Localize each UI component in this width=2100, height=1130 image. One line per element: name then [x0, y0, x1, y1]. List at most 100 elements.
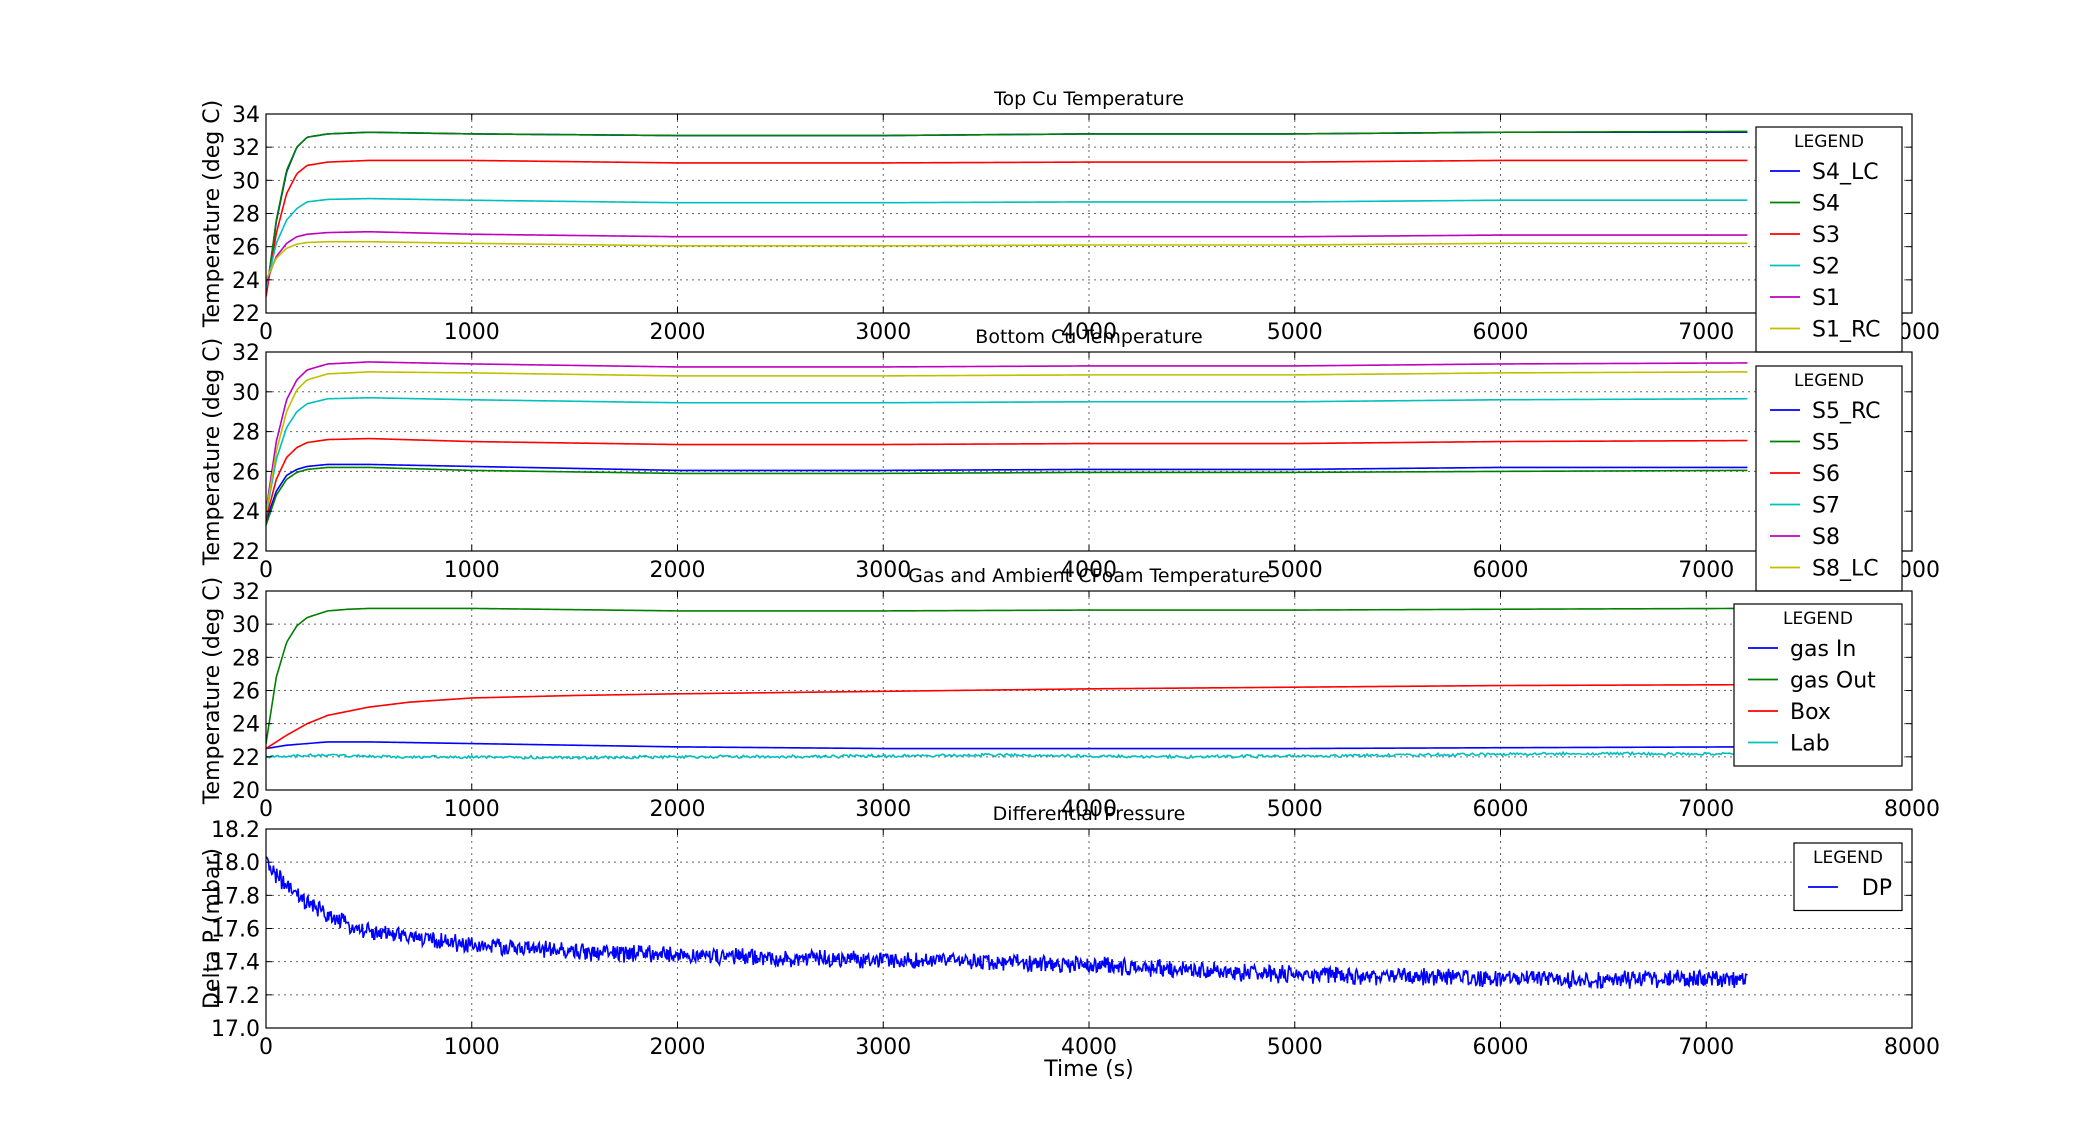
y-tick-label: 24	[232, 500, 260, 525]
legend-label-S7: S7	[1812, 494, 1840, 519]
x-tick-label: 0	[259, 1035, 273, 1060]
series-line-DP	[266, 856, 1748, 990]
legend-label-S5_RC: S5_RC	[1812, 399, 1881, 424]
legend-label-S1_RC: S1_RC	[1812, 318, 1881, 343]
legend-label-S2: S2	[1812, 255, 1840, 280]
legend-title: LEGEND	[1794, 132, 1864, 152]
series-line-S4_LC	[266, 131, 1748, 297]
x-tick-label: 6000	[1473, 797, 1529, 822]
x-tick-label: 4000	[1061, 797, 1117, 822]
series-line-S2	[266, 197, 1748, 289]
series-line-gas In	[266, 741, 1748, 750]
series-line-S7	[266, 396, 1748, 516]
y-tick-label: 17.8	[211, 884, 260, 909]
legend-label-S5: S5	[1812, 431, 1840, 456]
legend-label-S4: S4	[1812, 192, 1840, 217]
legend-box	[1755, 126, 1903, 353]
x-tick-label: 8000	[1884, 797, 1940, 822]
series-line-Box	[266, 683, 1748, 750]
y-tick-label: 26	[232, 460, 260, 485]
series-line-S1	[266, 230, 1748, 284]
legend-label-S4_LC: S4_LC	[1812, 160, 1879, 185]
legend-box	[1755, 365, 1903, 592]
x-tick-label: 4000	[1061, 558, 1117, 583]
y-tick-label: 22	[232, 302, 260, 327]
x-tick-label: 8000	[1884, 1035, 1940, 1060]
legend-title: LEGEND	[1783, 609, 1853, 629]
y-tick-label: 28	[232, 203, 260, 228]
x-tick-label: 5000	[1267, 1035, 1323, 1060]
x-tick-label: 3000	[855, 558, 911, 583]
subplot-title: Differential Pressure	[993, 803, 1186, 825]
y-axis-label: Delta P (mbar)	[200, 848, 225, 1009]
legend-label-S8_LC: S8_LC	[1812, 557, 1879, 582]
x-tick-label: 1000	[444, 558, 500, 583]
legend: LEGEND DP	[1793, 842, 1903, 912]
y-tick-label: 30	[232, 613, 260, 638]
series-line-S5_RC	[266, 463, 1748, 522]
subplot-4: 0 1000 2000 3000 4000 5000 6000 7000 8000 17.0 17.…	[200, 803, 1940, 1082]
series-line-S1_RC	[266, 240, 1748, 281]
legend-label-S3: S3	[1812, 223, 1840, 248]
x-tick-label: 6000	[1473, 320, 1529, 345]
y-axis-label: Temperature (deg C)	[200, 338, 225, 566]
subplot-title: Top Cu Temperature	[993, 88, 1184, 110]
y-tick-label: 17.2	[211, 984, 260, 1009]
x-tick-label: 5000	[1267, 558, 1323, 583]
subplot-1: 0 1000 2000 3000 4000 5000 6000 7000 80002224262…	[200, 88, 1940, 353]
y-tick-label: 32	[232, 580, 260, 605]
x-tick-label: 7000	[1678, 558, 1734, 583]
legend-title: LEGEND	[1813, 848, 1883, 868]
x-tick-label: 2000	[650, 558, 706, 583]
legend-label-gas Out: gas Out	[1790, 669, 1876, 694]
y-tick-label: 26	[232, 236, 260, 261]
x-tick-label: 5000	[1267, 320, 1323, 345]
y-tick-label: 18.0	[211, 851, 260, 876]
series-line-S5	[266, 466, 1748, 526]
x-tick-label: 3000	[855, 1035, 911, 1060]
x-tick-label: 1000	[444, 320, 500, 345]
subplot-3: 0 1000 2000 3000 4000 5000 6000 7000 8000 20 22 24 2…	[200, 565, 1940, 822]
y-tick-label: 20	[232, 779, 260, 804]
series-line-S8	[266, 361, 1748, 512]
x-tick-label: 4000	[1061, 320, 1117, 345]
x-tick-label: 4000	[1061, 1035, 1117, 1060]
legend-label-S6: S6	[1812, 462, 1840, 487]
y-tick-label: 24	[232, 713, 260, 738]
series-line-S3	[266, 159, 1748, 297]
x-tick-label: 1000	[444, 1035, 500, 1060]
x-tick-label: 0	[259, 797, 273, 822]
y-tick-label: 32	[232, 341, 260, 366]
legend-label-gas In: gas In	[1790, 637, 1856, 662]
y-tick-label: 32	[232, 136, 260, 161]
legend-label-S1: S1	[1812, 286, 1840, 311]
y-tick-label: 18.2	[211, 818, 260, 843]
legend-label-Box: Box	[1790, 700, 1831, 725]
y-tick-label: 30	[232, 381, 260, 406]
series-line-S8_LC	[266, 371, 1748, 514]
x-tick-label: 7000	[1678, 797, 1734, 822]
x-tick-label: 7000	[1678, 1035, 1734, 1060]
y-tick-label: 17.0	[211, 1017, 260, 1042]
legend: LEGEND S4_LC S4 S3 S2 S1 S1_RC	[1755, 126, 1903, 353]
x-tick-label: 0	[259, 320, 273, 345]
series-line-S4	[266, 130, 1748, 297]
x-tick-label: 2000	[650, 320, 706, 345]
x-tick-label: 3000	[855, 797, 911, 822]
y-tick-label: 30	[232, 169, 260, 194]
y-tick-label: 28	[232, 421, 260, 446]
x-tick-label: 1000	[444, 797, 500, 822]
x-tick-label: 5000	[1267, 797, 1323, 822]
y-tick-label: 28	[232, 646, 260, 671]
x-tick-label: 0	[259, 558, 273, 583]
y-tick-label: 34	[232, 103, 260, 128]
y-axis-label: Temperature (deg C)	[200, 100, 225, 328]
y-tick-label: 26	[232, 680, 260, 705]
series-line-Lab	[266, 750, 1748, 761]
y-tick-label: 17.6	[211, 918, 260, 943]
y-tick-label: 22	[232, 540, 260, 565]
x-axis-label: Time (s)	[1043, 1057, 1133, 1082]
legend: LEGEND gas In gas Out Box Lab	[1733, 603, 1903, 767]
x-tick-label: 6000	[1473, 558, 1529, 583]
